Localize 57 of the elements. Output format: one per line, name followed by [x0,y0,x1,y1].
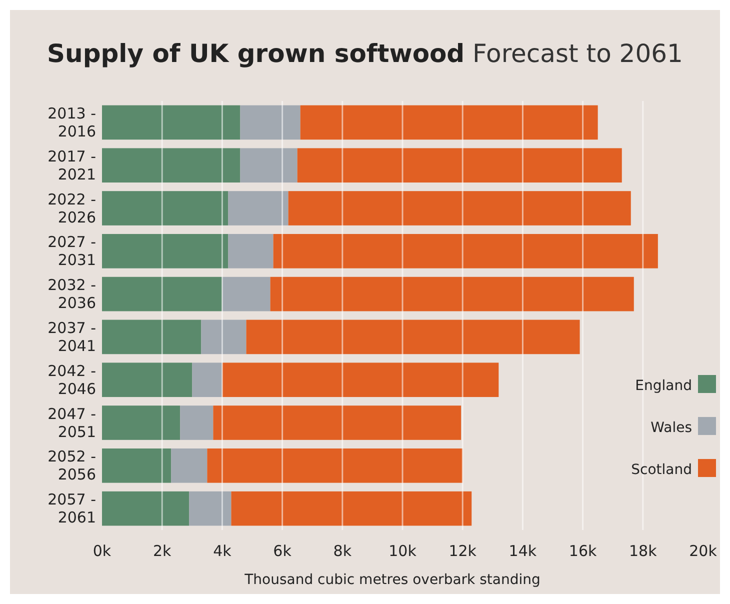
x-tick-label: 14k [508,542,537,560]
y-tick-label: 2057 - 2061 [48,490,96,527]
bar [273,234,658,268]
bar [300,105,598,140]
bar [102,234,228,268]
bar [222,276,270,312]
bar [231,491,472,526]
bar [228,191,288,226]
y-tick-label: 2037 - 2041 [48,318,96,355]
bar [240,148,298,183]
x-tick-label: 12k [448,542,477,560]
bar [102,276,222,312]
y-tick-label: 2042 - 2046 [48,362,96,398]
chart-title: Supply of UK grown softwood [47,39,465,68]
bar [270,276,634,312]
bar [222,362,499,398]
bar [240,105,300,140]
bar [102,191,228,226]
bar [102,362,192,398]
bar [213,406,462,440]
bar [180,406,214,440]
bar [171,448,208,483]
x-tick-label: 18k [629,542,658,560]
y-tick-label: 2052 - 2056 [48,448,96,484]
y-tick-label: 2022 - 2026 [48,190,96,226]
x-tick-label: 20k [689,542,718,560]
y-tick-label: 2017 - 2021 [48,147,96,184]
x-tick-label: 16k [568,542,597,560]
bar [297,148,622,183]
x-axis-title: Thousand cubic metres overbark standing [244,572,540,588]
x-tick-label: 4k [213,542,232,560]
bar [288,191,631,226]
bar [192,362,222,398]
x-tick-label: 0k [92,542,112,560]
y-tick-label: 2027 - 2031 [48,233,96,270]
bar [102,448,172,483]
y-tick-label: 2047 - 2051 [48,404,96,441]
y-tick-label: 2032 - 2036 [48,276,96,312]
x-tick-label: 2k [152,542,172,560]
x-tick-label: 8k [333,542,352,560]
bar [246,320,580,354]
bar [228,234,274,268]
bar [102,491,190,526]
bar [102,320,202,354]
bar [201,320,246,354]
bar [189,491,232,526]
legend-label: Wales [650,420,692,436]
x-tick-label: 6k [273,542,292,560]
chart-subtitle: Forecast to 2061 [464,39,683,68]
bar [102,406,180,440]
x-tick-label: 10k [388,542,417,560]
bar [102,148,240,183]
bar [102,105,240,140]
legend-label: England [635,378,692,394]
y-tick-label: 2013 - 2016 [48,104,96,140]
bar [207,448,463,483]
legend-label: Scotland [631,462,692,478]
